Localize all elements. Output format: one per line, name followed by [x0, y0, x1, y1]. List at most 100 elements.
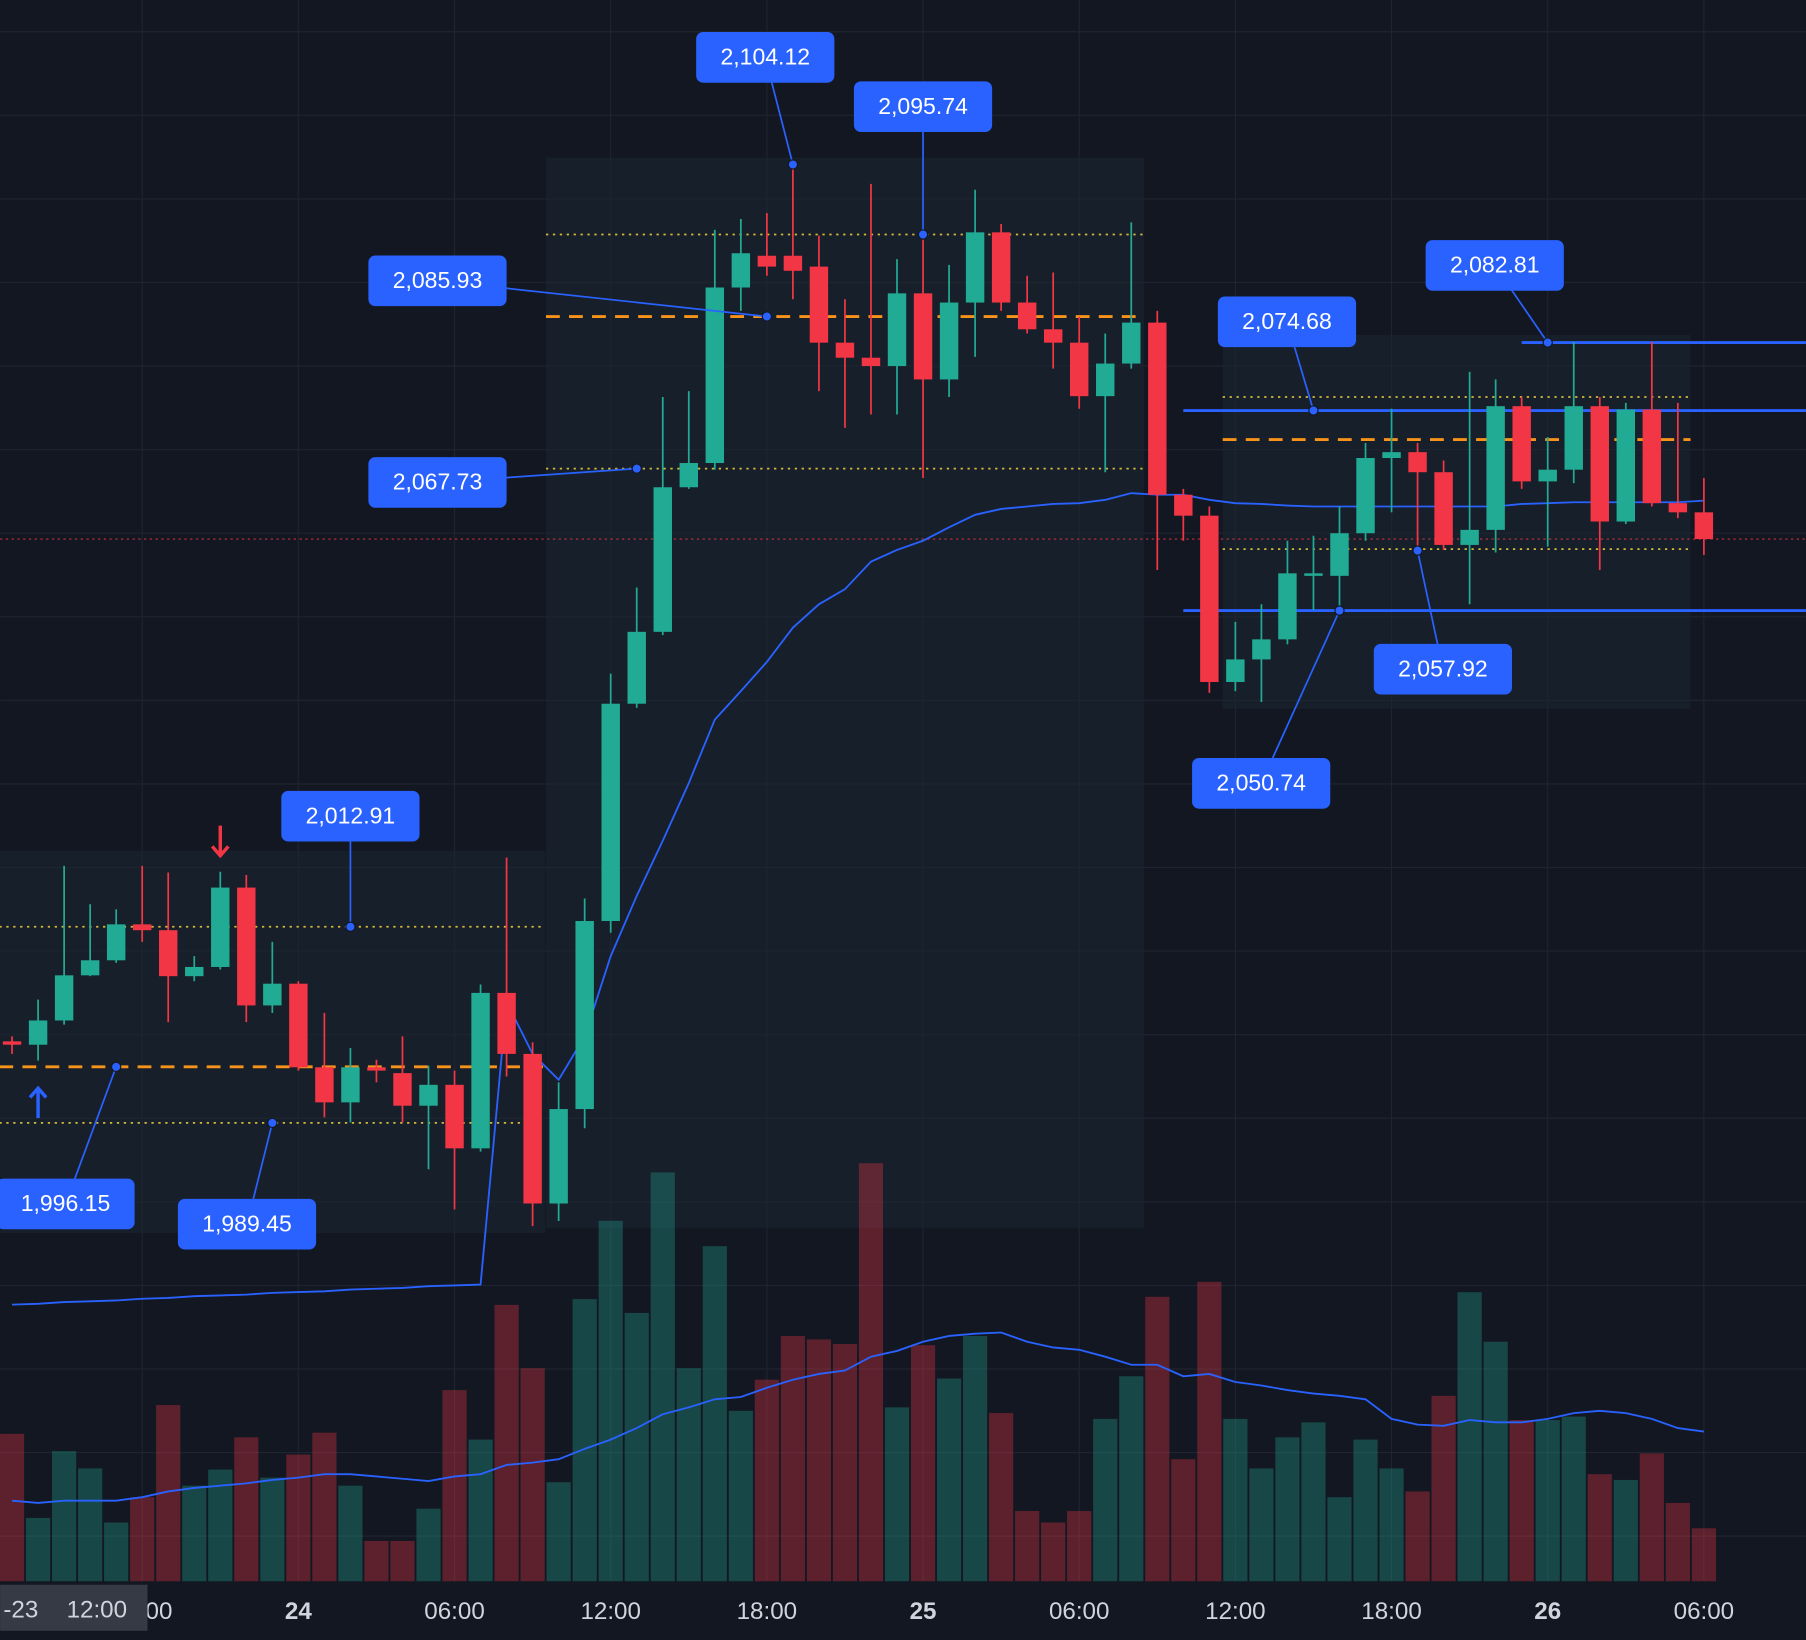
candle-body: [1304, 573, 1323, 576]
candle-body: [1642, 409, 1662, 504]
candle-body: [679, 463, 698, 488]
candle-body: [965, 232, 985, 303]
annotation-point: [917, 229, 929, 240]
volume-bar: [260, 1477, 285, 1582]
annotation-label: 2,074.68: [1242, 308, 1332, 334]
candle-body: [887, 293, 907, 367]
candle-body: [861, 357, 881, 367]
candle-body: [1122, 322, 1141, 364]
volume-bar: [1509, 1420, 1534, 1582]
candle-body: [28, 1020, 48, 1045]
candle-body: [1252, 639, 1271, 660]
volume-bar: [884, 1407, 910, 1582]
annotation-label: 2,085.93: [393, 267, 483, 293]
candle-body: [1590, 406, 1609, 522]
volume-bar: [1249, 1468, 1274, 1582]
x-tick-label: 06:00: [1049, 1598, 1110, 1625]
annotation-box: [368, 457, 507, 508]
annotation-point: [1334, 605, 1345, 616]
candle-body: [1694, 512, 1714, 540]
candle-body: [601, 703, 620, 922]
candle-body: [705, 287, 725, 464]
volume-bar: [832, 1344, 858, 1582]
candle-body: [913, 293, 933, 380]
crosshair-label: -23: [3, 1597, 38, 1624]
annotation-label: 2,050.74: [1216, 770, 1306, 796]
annotation-label: 2,104.12: [720, 44, 810, 70]
volume-bar: [182, 1485, 207, 1582]
volume-bar: [1015, 1511, 1040, 1582]
candle-body: [367, 1067, 386, 1071]
annotation-point: [1412, 545, 1423, 556]
volume-bar: [338, 1485, 363, 1582]
volume-bar: [1613, 1479, 1638, 1582]
candle-body: [341, 1067, 360, 1103]
x-tick-label: 12:00: [1205, 1598, 1266, 1625]
volume-bar: [650, 1172, 675, 1582]
volume-bar: [728, 1410, 753, 1582]
annotations: 2,104.12 2,095.74 2,085.93 2,067.73 2,012.91…: [0, 32, 1564, 1250]
annotation-point: [761, 311, 773, 322]
x-tick-label: 18:00: [737, 1598, 798, 1625]
volume-bar: [25, 1517, 51, 1582]
volume-bar: [1171, 1459, 1196, 1582]
annotation-point: [1542, 337, 1553, 348]
volume-bar: [1561, 1416, 1586, 1582]
volume-bar: [963, 1335, 988, 1582]
candle-body: [1460, 529, 1479, 545]
signal-arrow: [210, 825, 230, 859]
candle-body: [211, 887, 230, 967]
volume-bar: [1067, 1511, 1092, 1582]
signal-arrow: [28, 1085, 48, 1119]
annotation-box: [1425, 240, 1564, 291]
range-box: [0, 850, 546, 1233]
x-tick-label: 06:00: [424, 1598, 485, 1625]
volume-bar: [468, 1439, 493, 1582]
volume-bar: [910, 1345, 936, 1582]
candle-body: [939, 302, 959, 380]
volume-bar: [936, 1378, 962, 1582]
candle-body: [549, 1109, 568, 1204]
volume-bar: [858, 1163, 884, 1582]
annotation-box: [853, 81, 993, 133]
volume-bar: [442, 1390, 467, 1582]
annotation-label: 2,095.74: [878, 93, 968, 119]
candle-body: [1512, 406, 1531, 482]
x-tick-label: 18:00: [1361, 1598, 1422, 1625]
volume-bar: [1665, 1502, 1690, 1582]
annotation-label: 2,057.92: [1398, 655, 1488, 681]
annotation-point: [267, 1117, 278, 1129]
candle-body: [1069, 342, 1089, 397]
candle-body: [757, 255, 777, 267]
volume-bar: [364, 1540, 389, 1582]
volume-bar: [234, 1437, 259, 1582]
annotation-point: [345, 921, 356, 932]
annotation-box: [1192, 758, 1331, 809]
candle-body: [1043, 329, 1063, 343]
candle-body: [1200, 515, 1219, 682]
annotation-label: 1,996.15: [21, 1190, 111, 1216]
volume-bar: [104, 1522, 129, 1582]
candle-body: [1434, 472, 1453, 545]
candle-body: [1226, 659, 1245, 682]
x-tick-label: 24: [285, 1598, 312, 1625]
annotation-box: [177, 1198, 317, 1250]
candle-body: [419, 1084, 438, 1106]
volume-bar: [624, 1312, 649, 1582]
volume-bar: [1483, 1341, 1508, 1582]
volume-bar: [598, 1220, 623, 1582]
annotation-box: [0, 1178, 135, 1230]
annotation-box: [696, 32, 835, 83]
annotation-point: [1308, 405, 1319, 416]
candle-body: [132, 924, 152, 931]
candle-body: [393, 1073, 412, 1106]
candle-body: [54, 975, 74, 1021]
volume-bar: [572, 1299, 597, 1582]
candle-body: [80, 960, 100, 976]
candles: [2, 164, 1714, 1227]
volume-bar: [494, 1304, 519, 1582]
crosshair-label-box: [0, 1584, 148, 1631]
candle-body: [497, 992, 516, 1054]
